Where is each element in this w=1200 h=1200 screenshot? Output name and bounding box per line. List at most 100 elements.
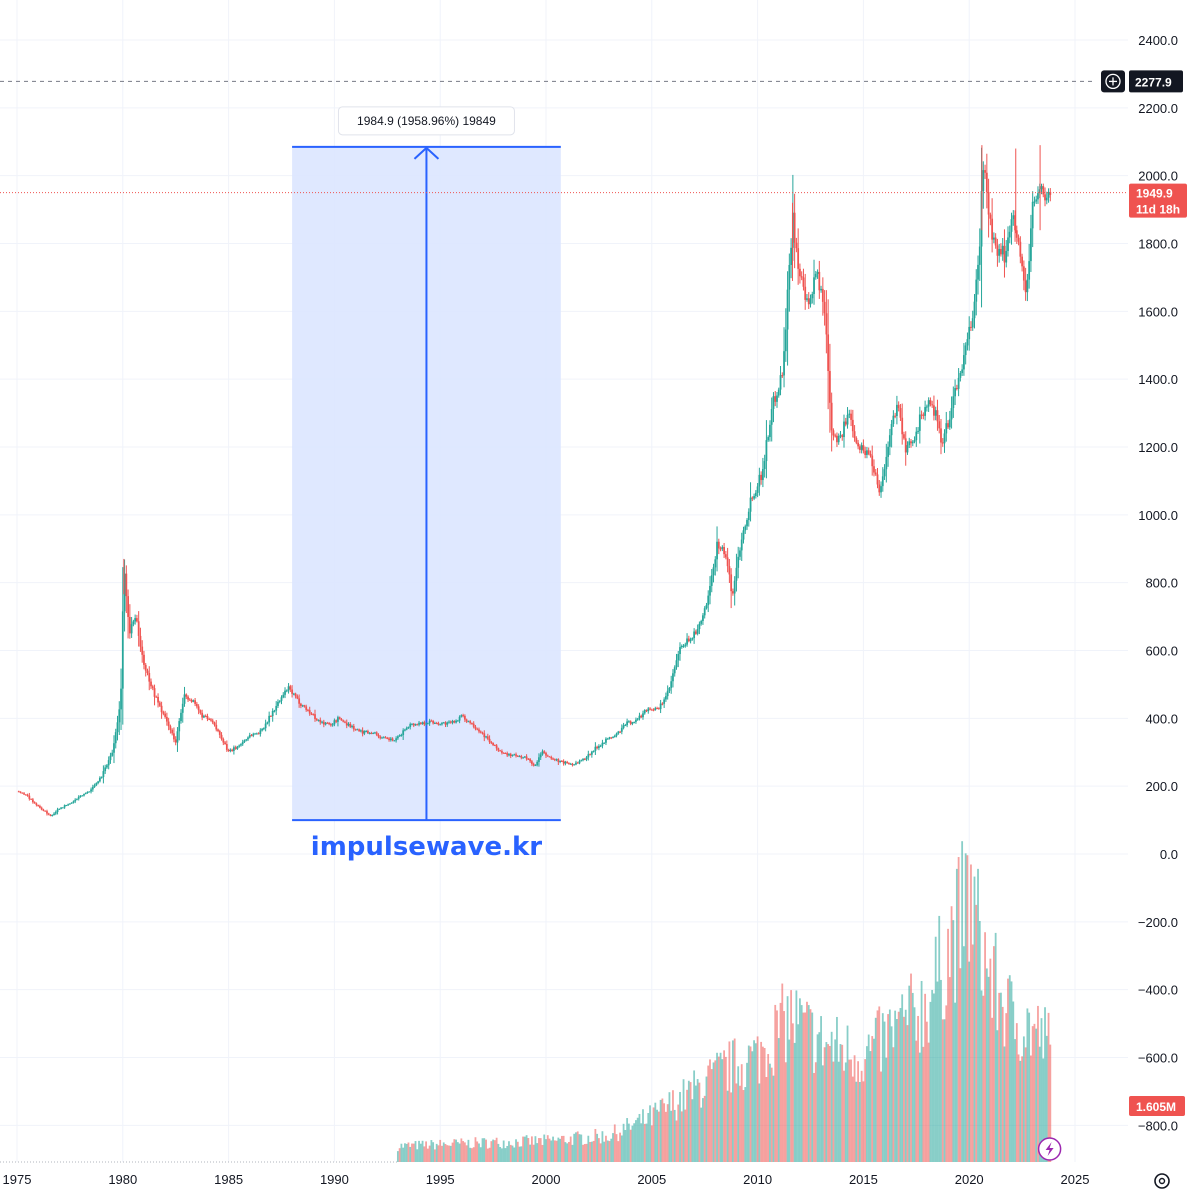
candle-body bbox=[576, 762, 579, 764]
candle-body bbox=[83, 793, 85, 796]
volume-bar bbox=[649, 1105, 651, 1162]
volume-bar bbox=[668, 1092, 671, 1162]
volume-bar bbox=[545, 1139, 547, 1162]
volume-bar bbox=[846, 1025, 849, 1162]
candle-body bbox=[665, 696, 667, 700]
candle-body bbox=[763, 461, 766, 470]
volume-bar bbox=[423, 1146, 426, 1162]
volume-bar bbox=[850, 1059, 852, 1162]
candle-body bbox=[210, 719, 212, 721]
candle-body bbox=[76, 798, 78, 800]
candle-body bbox=[384, 737, 387, 739]
horizontal-line-label[interactable]: 2277.9 bbox=[1101, 70, 1183, 93]
candle-body bbox=[197, 706, 200, 711]
candle-body bbox=[1047, 191, 1050, 198]
settings-gear-icon[interactable] bbox=[1154, 1173, 1170, 1189]
candle-body bbox=[88, 791, 91, 793]
volume-bar bbox=[654, 1102, 657, 1162]
volume-bar bbox=[677, 1104, 680, 1162]
candle-body bbox=[1007, 237, 1009, 251]
volume-bar bbox=[1038, 1046, 1041, 1162]
volume-bar bbox=[1022, 1036, 1025, 1162]
candle-body bbox=[869, 453, 872, 456]
candle-body bbox=[462, 715, 465, 717]
y-tick-label: 800.0 bbox=[1145, 576, 1178, 591]
candle-body bbox=[499, 750, 502, 752]
candle-body bbox=[740, 539, 743, 551]
candle-body bbox=[42, 809, 45, 811]
y-axis[interactable]: 2400.0 2200.0 2000.0 1800.0 1600.0 1400.0 1200… bbox=[1138, 33, 1178, 1133]
candle-body bbox=[345, 722, 348, 726]
candle-body bbox=[700, 620, 703, 624]
volume-bar bbox=[920, 980, 923, 1162]
volume-bar bbox=[1021, 1056, 1023, 1162]
volume-bar bbox=[527, 1138, 530, 1162]
candle-body bbox=[363, 731, 366, 734]
volume-bar bbox=[853, 1055, 856, 1162]
candle-body bbox=[904, 438, 907, 453]
volume-bar bbox=[638, 1113, 641, 1162]
volume-bar bbox=[696, 1079, 699, 1162]
volume-bar bbox=[398, 1148, 401, 1162]
candle-body bbox=[446, 722, 449, 725]
volume-bar bbox=[728, 1041, 731, 1162]
candle-body bbox=[933, 405, 935, 416]
candle-body bbox=[650, 709, 653, 711]
candle-body bbox=[1022, 266, 1025, 281]
candle-body bbox=[280, 697, 283, 701]
candle-body bbox=[522, 757, 524, 759]
last-price-value: 1949.9 bbox=[1136, 187, 1173, 201]
plus-circle-icon[interactable] bbox=[1105, 73, 1121, 90]
y-tick-label: 2000.0 bbox=[1138, 169, 1178, 184]
volume-bar bbox=[797, 1024, 800, 1162]
candle-body bbox=[777, 389, 780, 396]
candle-body bbox=[456, 720, 459, 722]
candle-body bbox=[261, 728, 264, 731]
candle-body bbox=[682, 645, 685, 647]
candle-body bbox=[374, 732, 376, 734]
candle-body bbox=[185, 694, 188, 697]
volume-bar bbox=[416, 1149, 419, 1162]
tooltip-label: 1984.9 (1958.96%) 19849 bbox=[357, 114, 496, 128]
x-axis[interactable]: 1975 1980 1985 1990 1995 2000 2005 2010 2015 2020… bbox=[3, 1172, 1090, 1187]
candle-body bbox=[278, 700, 281, 702]
candle-body bbox=[832, 430, 835, 436]
volume-bar bbox=[493, 1140, 496, 1162]
candle-body bbox=[968, 326, 971, 340]
price-range-tool[interactable] bbox=[292, 145, 561, 822]
candle-body bbox=[945, 423, 948, 434]
candle-body bbox=[675, 660, 678, 668]
candle-body bbox=[693, 631, 696, 639]
volume-bar bbox=[673, 1109, 676, 1162]
volume-bar bbox=[442, 1142, 445, 1162]
candle-body bbox=[121, 611, 124, 689]
candle-body bbox=[40, 807, 43, 810]
candle-body bbox=[402, 730, 405, 735]
volume-bar bbox=[985, 968, 988, 1162]
candle-body bbox=[813, 277, 815, 295]
y-tick-label: 1800.0 bbox=[1138, 237, 1178, 252]
volume-bar bbox=[583, 1144, 586, 1162]
volume-bar bbox=[619, 1132, 621, 1162]
volume-bar bbox=[455, 1139, 457, 1162]
gear-icon-outer[interactable] bbox=[1154, 1173, 1170, 1189]
volume-bar bbox=[679, 1091, 681, 1162]
volume-bar bbox=[880, 1071, 882, 1162]
candle-body bbox=[391, 738, 394, 741]
candle-body bbox=[264, 723, 267, 729]
x-tick-label: 2020 bbox=[955, 1172, 984, 1187]
candle-body bbox=[418, 722, 420, 725]
candle-body bbox=[515, 754, 517, 756]
x-tick-label: 1995 bbox=[426, 1172, 455, 1187]
candle-body bbox=[605, 738, 607, 743]
candle-body bbox=[485, 736, 487, 738]
candle-body bbox=[924, 407, 927, 416]
candle-body bbox=[340, 719, 343, 721]
candle-body bbox=[351, 726, 353, 728]
candle-body bbox=[285, 690, 288, 692]
candle-body bbox=[862, 445, 865, 451]
lightning-icon[interactable] bbox=[1037, 1137, 1062, 1161]
candle-body bbox=[617, 731, 620, 734]
volume-bar bbox=[733, 1038, 736, 1162]
